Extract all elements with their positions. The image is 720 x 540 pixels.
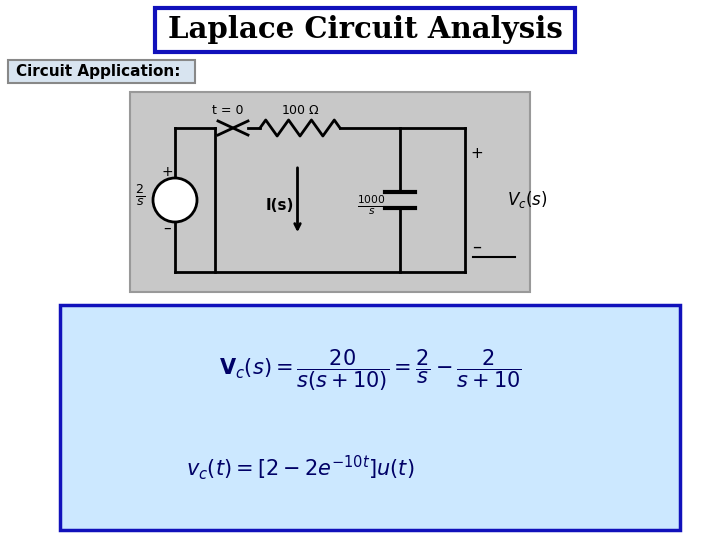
Text: $v_c(t)=\left[2-2e^{-10t}\right]u(t)$: $v_c(t)=\left[2-2e^{-10t}\right]u(t)$ bbox=[186, 454, 414, 482]
Text: t = 0: t = 0 bbox=[212, 104, 244, 117]
Circle shape bbox=[153, 178, 197, 222]
FancyBboxPatch shape bbox=[155, 8, 575, 52]
FancyBboxPatch shape bbox=[60, 305, 680, 530]
Text: $\frac{1000}{s}$: $\frac{1000}{s}$ bbox=[357, 193, 387, 217]
Text: –: – bbox=[163, 220, 171, 235]
Text: I(s): I(s) bbox=[265, 198, 294, 213]
FancyBboxPatch shape bbox=[8, 60, 195, 83]
Text: 100 $\Omega$: 100 $\Omega$ bbox=[281, 104, 320, 117]
Text: $\frac{2}{s}$: $\frac{2}{s}$ bbox=[135, 182, 145, 208]
Text: $\mathbf{V}_c(s)=\dfrac{20}{s(s+10)}=\dfrac{2}{s}-\dfrac{2}{s+10}$: $\mathbf{V}_c(s)=\dfrac{20}{s(s+10)}=\df… bbox=[219, 347, 521, 393]
FancyBboxPatch shape bbox=[130, 92, 530, 292]
Text: $V_c(s)$: $V_c(s)$ bbox=[507, 190, 547, 211]
Text: Circuit Application:: Circuit Application: bbox=[16, 64, 181, 79]
Text: –: – bbox=[472, 238, 482, 256]
Text: +: + bbox=[471, 145, 483, 160]
Text: +: + bbox=[161, 165, 173, 179]
Text: Laplace Circuit Analysis: Laplace Circuit Analysis bbox=[168, 16, 562, 44]
